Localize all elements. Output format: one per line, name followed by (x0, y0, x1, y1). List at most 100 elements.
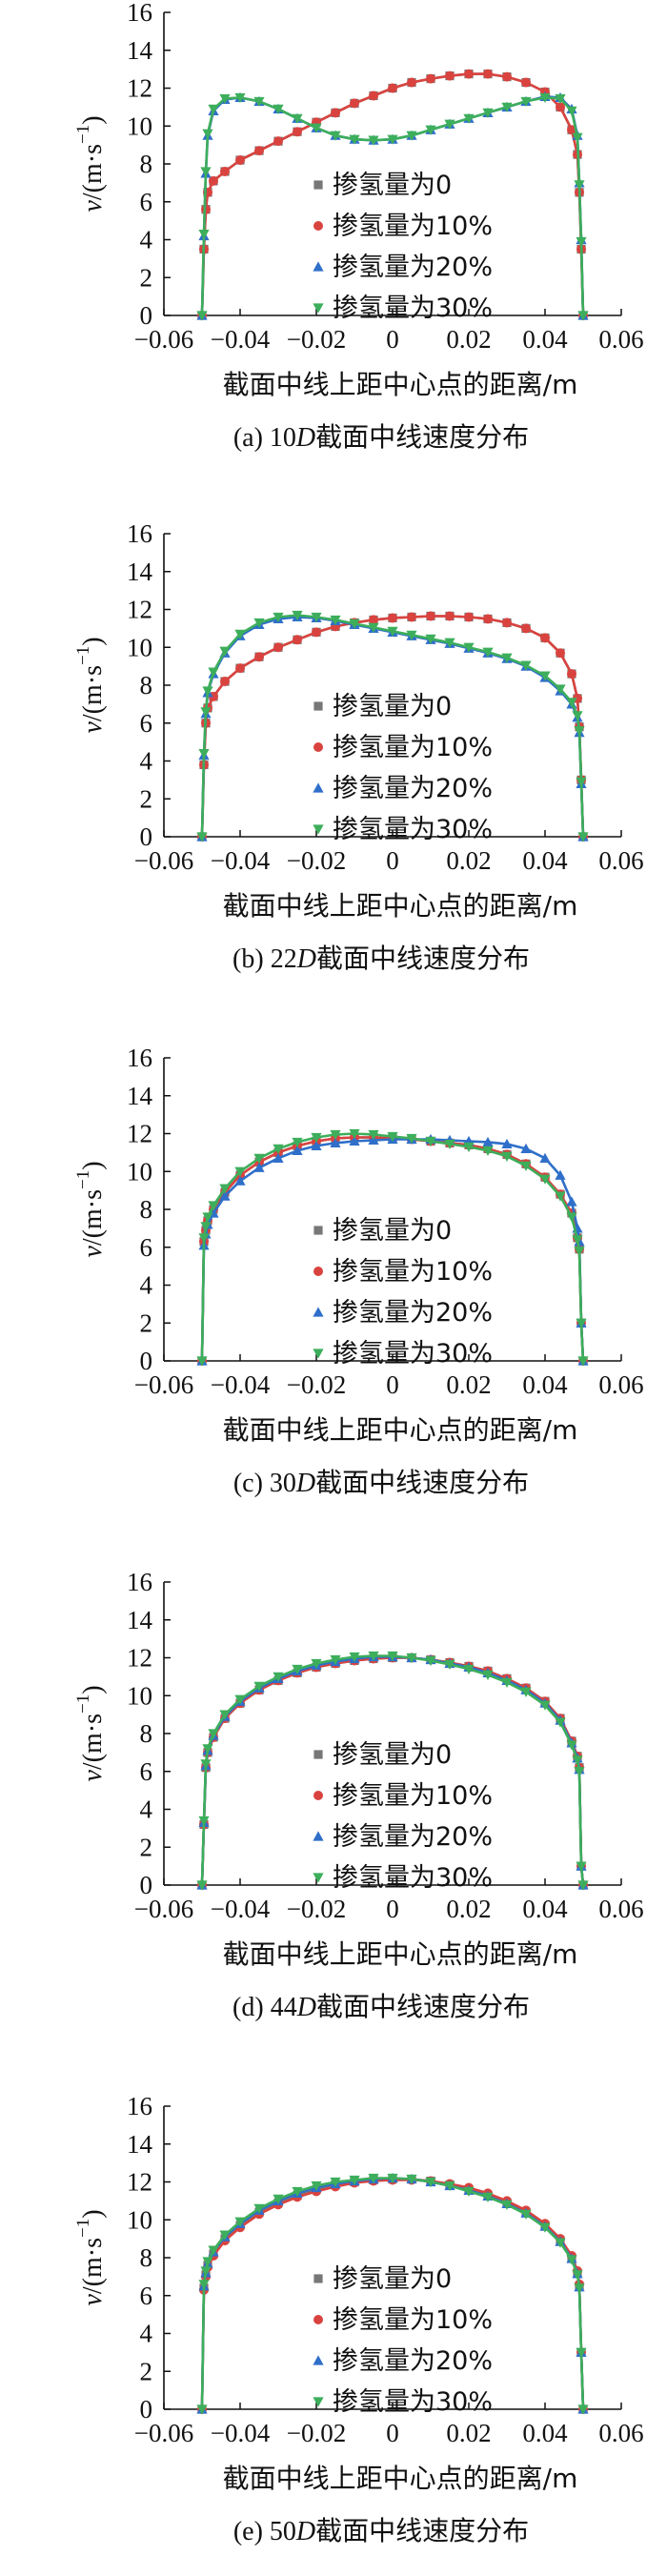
y-tick-label: 4 (140, 1795, 153, 1824)
data-point (482, 1146, 494, 1156)
legend-label: 掺氢量为10% (333, 212, 493, 241)
legend-marker (313, 2274, 323, 2283)
data-point (444, 2180, 455, 2192)
x-tick-label: −0.06 (134, 846, 193, 875)
data-point (330, 1129, 341, 1141)
legend-item: 掺氢量为0 (313, 1216, 452, 1246)
y-tick-label: 14 (127, 2130, 153, 2159)
legend-item: 掺氢量为30% (313, 2387, 493, 2417)
data-point (463, 642, 475, 653)
data-point (200, 707, 212, 718)
data-point (292, 1664, 303, 1675)
y-tick-label: 4 (140, 1271, 153, 1300)
x-tick-label: 0.06 (598, 2419, 643, 2447)
legend-marker (313, 303, 324, 314)
x-tick-label: 0 (386, 1895, 399, 1923)
series-1 (197, 611, 588, 842)
legend-label: 掺氢量为0 (333, 1216, 452, 1246)
data-point (253, 1681, 265, 1692)
caption-symbol: D (295, 1469, 315, 1498)
data-point (556, 648, 565, 659)
legend-marker (313, 221, 323, 231)
chart-caption: (d) 44D截面中线速度分布 (232, 1991, 530, 2022)
y-axis-label: v/(m·s−1) (73, 1161, 108, 1257)
data-point (566, 698, 577, 708)
y-tick-label: 6 (140, 2282, 153, 2310)
data-point (387, 1651, 398, 1662)
data-point (425, 125, 436, 135)
chart-3: −0.06 −0.04 −0.02 0 0.02 0.04 0.06 0 2 4 6 8 10 12 14 1… (73, 1044, 644, 1498)
legend-item: 掺氢量为20% (313, 774, 493, 803)
y-axis-label: v/(m·s−1) (73, 2209, 108, 2305)
data-point (464, 612, 474, 622)
x-tick-label: 0.02 (446, 846, 491, 875)
data-point (501, 2200, 513, 2210)
data-point (234, 1166, 246, 1177)
y-axis-label-unit: /(m·s (78, 665, 108, 721)
data-point (425, 2177, 436, 2188)
data-point (540, 633, 550, 643)
data-point (425, 1655, 436, 1667)
data-point (202, 1212, 213, 1223)
legend-marker (313, 1791, 323, 1800)
data-point (463, 1142, 475, 1153)
data-point (501, 1151, 513, 1162)
data-point (273, 136, 283, 147)
x-tick-label: 0.02 (446, 2419, 491, 2447)
legend: 掺氢量为0 掺氢量为10% 掺氢量为20% 掺氢量为30% (313, 171, 493, 323)
data-point (208, 667, 219, 678)
data-point (196, 2404, 208, 2415)
caption-symbol: D (295, 423, 315, 453)
data-point (444, 1139, 455, 1150)
y-tick-label: 10 (127, 1157, 152, 1186)
data-point (200, 1759, 212, 1770)
data-point (572, 711, 583, 721)
legend-marker (313, 1307, 324, 1317)
data-point (311, 1658, 322, 1670)
legend-item: 掺氢量为0 (313, 1740, 452, 1770)
data-point (349, 619, 360, 630)
caption-symbol: D (295, 2517, 315, 2546)
y-tick-label: 8 (140, 1719, 153, 1748)
data-point (293, 127, 302, 137)
legend-marker (313, 1831, 324, 1841)
legend-label: 掺氢量为10% (333, 733, 493, 762)
x-tick-label: −0.04 (211, 2419, 271, 2447)
chart-4: −0.06 −0.04 −0.02 0 0.02 0.04 0.06 0 2 4 6 8 10 12 14 1… (73, 1568, 644, 2022)
data-point (577, 1880, 589, 1891)
data-point (254, 146, 264, 156)
data-point (235, 663, 245, 674)
data-point (464, 69, 474, 79)
data-point (576, 236, 587, 248)
y-axis-label-unit: /(m·s (78, 2238, 108, 2294)
y-tick-label: 8 (140, 2243, 153, 2272)
x-axis-label: 截面中线上距中心点的距离/m (223, 369, 578, 400)
y-tick-label: 2 (140, 1308, 153, 1337)
x-axis-label: 截面中线上距中心点的距离/m (223, 1938, 578, 1970)
data-point (219, 2230, 231, 2241)
legend-item: 掺氢量为10% (313, 212, 493, 241)
data-point (482, 108, 494, 118)
x-tick-label: 0 (386, 846, 399, 875)
data-point (576, 777, 587, 787)
data-point (234, 629, 246, 639)
data-point (368, 2173, 379, 2184)
legend-item: 掺氢量为10% (313, 733, 493, 762)
legend: 掺氢量为0 掺氢量为10% 掺氢量为20% 掺氢量为30% (313, 692, 493, 844)
y-tick-label: 0 (140, 822, 153, 851)
data-point (311, 123, 322, 133)
data-point (425, 1136, 436, 1147)
y-tick-label: 4 (140, 2320, 153, 2348)
legend-marker (313, 261, 324, 272)
data-point (235, 155, 245, 166)
x-tick-label: −0.06 (134, 1895, 193, 1923)
y-tick-label: 8 (140, 1195, 153, 1224)
data-point (387, 1131, 398, 1143)
data-point (273, 642, 283, 653)
series-3 (196, 91, 589, 320)
data-point (273, 104, 284, 114)
y-axis-label-var: v (78, 1246, 108, 1258)
caption-symbol: D (296, 944, 316, 974)
x-tick-label: −0.06 (134, 1370, 193, 1399)
